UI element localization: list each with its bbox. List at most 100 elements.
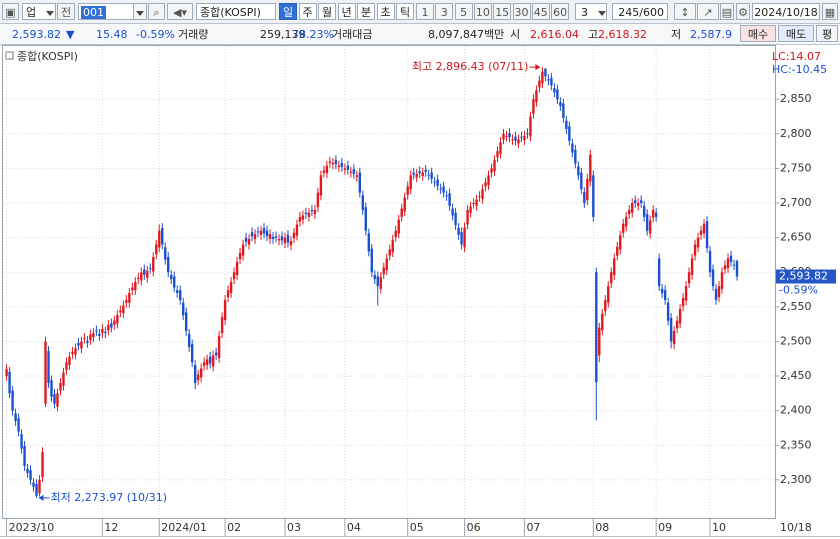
candle-body [334,160,338,165]
candle-body [424,169,427,172]
candle-body [337,165,341,168]
candle-body [553,88,556,93]
candle-body [642,205,646,217]
chart: 종합(KOSPI) LC:14.07 HC:-10.45 2,300 2,350 2… [0,45,840,537]
candle-body [376,276,379,287]
y-tick-label: 2,450 [780,369,812,382]
period-button[interactable]: 주 [298,3,317,20]
tool-button[interactable]: ↗ [697,3,719,20]
count-select[interactable]: 3 [575,3,607,20]
settings-button[interactable]: ⚙ [736,3,750,20]
interval-button[interactable]: 45 [531,3,550,20]
code-input[interactable]: 001 [78,3,134,20]
buy-button[interactable]: 매수 [740,25,776,42]
candle-body [364,207,368,231]
save-button[interactable]: ▤ [720,3,734,20]
x-tick-label: 03 [287,521,301,534]
y-tick-label: 2,550 [780,300,812,313]
panel-label: 종합(KOSPI) [17,50,78,63]
y-tick-label: 2,350 [780,438,812,451]
candle-body [508,133,511,138]
avg-button[interactable]: 평 [816,25,838,42]
candle-body [418,171,421,174]
candle-body [687,272,691,284]
candle-body [5,369,8,377]
period-button[interactable]: 일 [279,3,297,20]
candle-body [574,149,577,164]
candle-body [610,272,613,284]
sell-button[interactable]: 매도 [778,25,814,42]
candle-body [403,197,406,212]
candle-body [520,136,523,138]
candle-body [547,79,550,81]
change-pct: -0.59% [136,28,175,41]
candle-body [226,290,230,298]
candle-body [211,355,215,367]
high-arrowhead [535,64,541,71]
candle-body [592,175,595,217]
interval-button[interactable]: 3 [435,3,454,20]
lc-label: LC:14.07 [772,50,821,63]
period-button[interactable]: 초 [376,3,395,20]
prev-button[interactable]: 전 [57,3,75,20]
candle-body [134,281,137,291]
period-button[interactable]: 월 [318,3,336,20]
candle-body [433,181,436,183]
count-select-value: 3 [581,6,588,19]
candle-body [14,413,17,422]
plot-frame [2,45,776,519]
market-select[interactable]: 업 [22,3,56,20]
candle-body [628,209,631,215]
candle-body [481,189,484,199]
candle-body [663,290,667,300]
interval-button[interactable]: 15 [493,3,512,20]
candle-body [586,178,589,201]
candle-body [535,90,538,102]
candle-body [370,248,373,273]
candle-body [367,233,370,252]
candle-body [184,312,188,332]
candle-body [475,199,478,206]
period-button[interactable]: 년 [337,3,356,20]
calendar-button[interactable]: ▦ [822,3,838,20]
candle-body [358,172,362,193]
candle-body [400,208,403,217]
sound-button[interactable]: ◀▾ [167,3,193,20]
menu-icon[interactable]: ▣ [2,3,19,20]
price: 2,593.82 [12,28,61,41]
interval-button[interactable]: 10 [473,3,492,20]
candle-body [38,479,41,494]
candle-body [607,286,610,303]
interval-button[interactable]: 30 [512,3,531,20]
candle-body [325,165,329,174]
interval-button[interactable]: 60 [551,3,570,20]
period-button[interactable]: 틱 [396,3,414,20]
candle-body [583,191,586,204]
candle-body [717,286,721,298]
candle-body [732,264,736,266]
candle-body [666,302,670,321]
interval-button[interactable]: 5 [454,3,473,20]
candle-body [391,239,394,253]
interval-button[interactable]: 1 [416,3,434,20]
candle-body [98,333,101,336]
candle-body [110,323,113,328]
search-button[interactable]: ⌕ [148,3,165,20]
hc-label: HC:-10.45 [772,63,827,76]
code-dropdown[interactable] [133,3,147,20]
tool-button[interactable]: ↕ [674,3,696,20]
market: 업 [26,6,37,19]
open-label: 시 [510,28,521,41]
candle-body [190,344,194,363]
candle-body [235,261,239,276]
candle-body [517,139,520,144]
stock-name: 종합(KOSPI) [196,3,276,20]
period-button[interactable]: 분 [357,3,375,20]
date-input[interactable]: 2024/10/18 [752,3,820,20]
candle-body [122,305,125,314]
candle-body [17,418,20,432]
candle-body [343,168,347,170]
candle-body [645,214,649,231]
candle-body [577,166,580,176]
candle-body [71,351,74,354]
